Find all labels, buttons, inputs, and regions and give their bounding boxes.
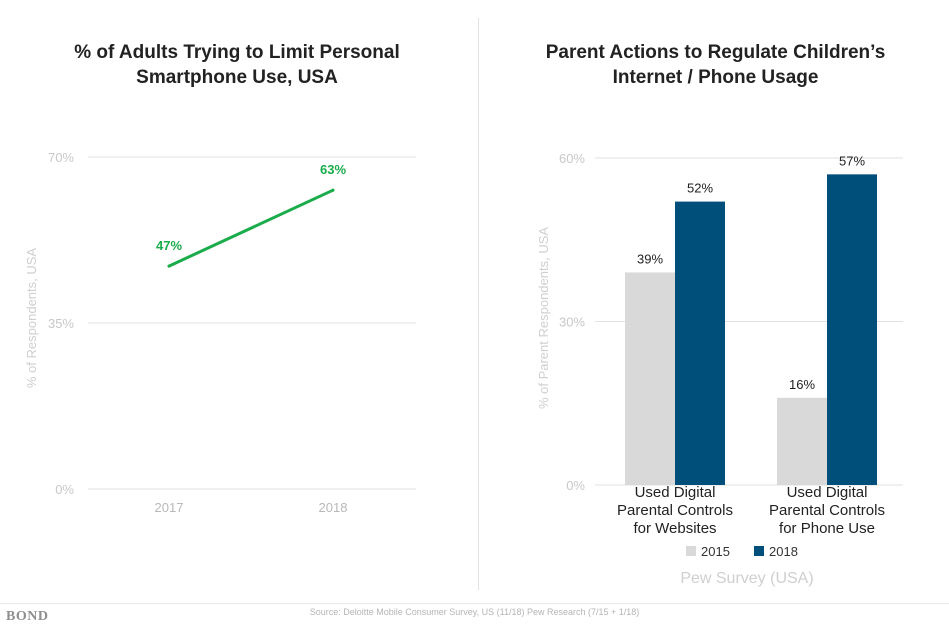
bond-logo: BOND [6,609,49,624]
bar-2018 [827,174,877,485]
bar-value-label: 57% [839,153,865,168]
bar-value-label: 39% [637,251,663,266]
right-y-tick-label: 0% [566,478,585,493]
left-chart-title: % of Adults Trying to Limit Personal Sma… [74,42,400,88]
left-x-tick-label: 2017 [155,500,184,515]
right-x-category-label: Used Digital Parental Controls for Phone U… [769,484,885,537]
left-data-point [331,188,335,192]
left-y-axis-label: % of Respondents, USA [24,248,39,389]
left-data-point [167,264,171,268]
right-chart-title: Parent Actions to Regulate Children’s In… [545,42,886,88]
legend-swatch-2015 [686,546,696,556]
left-y-tick-label: 0% [55,482,74,497]
right-y-tick-label: 60% [559,151,585,166]
right-y-axis-label: % of Parent Respondents, USA [536,227,551,409]
left-data-label: 63% [320,162,346,177]
legend-swatch-2018 [754,546,764,556]
left-series-line [167,188,335,268]
left-x-tick-label: 2018 [319,500,348,515]
bar-value-label: 52% [687,181,713,196]
right-y-tick-label: 30% [559,315,585,330]
right-x-category-label: Used Digital Parental Controls for Website… [617,484,733,537]
right-chart-caption: Pew Survey (USA) [680,570,813,587]
source-note: Source: Deloitte Mobile Consumer Survey,… [309,607,640,617]
bar-value-label: 16% [789,377,815,392]
legend-label-2018: 2018 [769,544,798,559]
left-data-label: 47% [156,238,182,253]
footer-divider [0,603,949,604]
bar-2015 [777,397,827,485]
panel-divider [478,18,479,590]
legend-label-2015: 2015 [701,544,730,559]
left-y-tick-label: 70% [48,150,74,165]
left-y-tick-label: 35% [48,316,74,331]
bar-2018 [675,201,725,485]
bar-2015 [625,272,675,485]
